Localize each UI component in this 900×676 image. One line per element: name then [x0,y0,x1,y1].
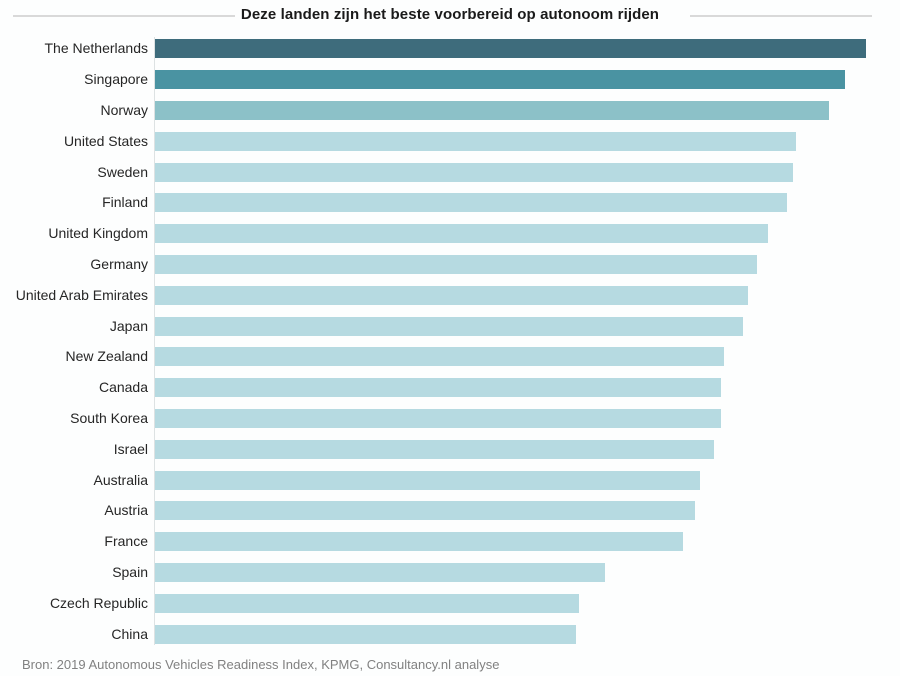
bar-row: Israel [0,439,900,459]
category-label: Spain [112,563,148,580]
bar-row: The Netherlands [0,39,900,59]
category-label: Norway [100,101,148,118]
bar-row: China [0,624,900,644]
bar-row: Finland [0,193,900,213]
bar-row: United Arab Emirates [0,285,900,305]
bar [155,378,721,398]
bar-row: South Korea [0,408,900,428]
bar [155,470,700,490]
chart-title: Deze landen zijn het beste voorbereid op… [240,6,660,23]
bar [155,439,714,459]
category-label: South Korea [70,409,148,426]
category-label: Czech Republic [49,594,148,611]
bar-row: Norway [0,100,900,120]
category-label: Israel [113,440,148,457]
bar [155,408,721,428]
bar [155,224,768,244]
bar-row: New Zealand [0,347,900,367]
category-label: United Arab Emirates [15,286,148,303]
category-label: Japan [109,317,148,334]
bar [155,70,846,90]
bar [155,593,580,613]
title-rule-right [690,15,872,17]
bar [155,162,794,182]
category-label: The Netherlands [44,40,148,57]
category-label: Finland [102,194,148,211]
bar-row: France [0,532,900,552]
category-label: France [104,533,148,550]
category-label: New Zealand [65,348,149,365]
category-label: Singapore [84,71,148,88]
y-axis-line [154,37,155,645]
bar-row: Australia [0,470,900,490]
category-label: China [111,625,148,642]
source-note: Bron: 2019 Autonomous Vehicles Readiness… [22,657,500,672]
bar [155,347,724,367]
bar-row: Germany [0,254,900,274]
bar [155,131,796,151]
category-label: United States [63,132,148,149]
bar [155,254,757,274]
bar-row: Sweden [0,162,900,182]
bar-row: Singapore [0,70,900,90]
bar [155,562,606,582]
bar-row: United States [0,131,900,151]
bar [155,39,866,59]
category-label: United Kingdom [48,225,148,242]
category-label: Sweden [97,163,148,180]
category-label: Germany [90,255,148,272]
category-label: Austria [104,502,148,519]
category-label: Australia [93,471,148,488]
bar [155,285,748,305]
bar-row: Czech Republic [0,593,900,613]
bar [155,193,788,213]
bar-row: Spain [0,562,900,582]
bar [155,624,577,644]
bar [155,100,830,120]
bar [155,501,696,521]
bar-row: Austria [0,501,900,521]
title-rule-left [13,15,235,17]
bar [155,316,743,336]
bar-row: United Kingdom [0,224,900,244]
bar-row: Japan [0,316,900,336]
category-label: Canada [98,379,148,396]
bar-row: Canada [0,378,900,398]
bar [155,532,684,552]
